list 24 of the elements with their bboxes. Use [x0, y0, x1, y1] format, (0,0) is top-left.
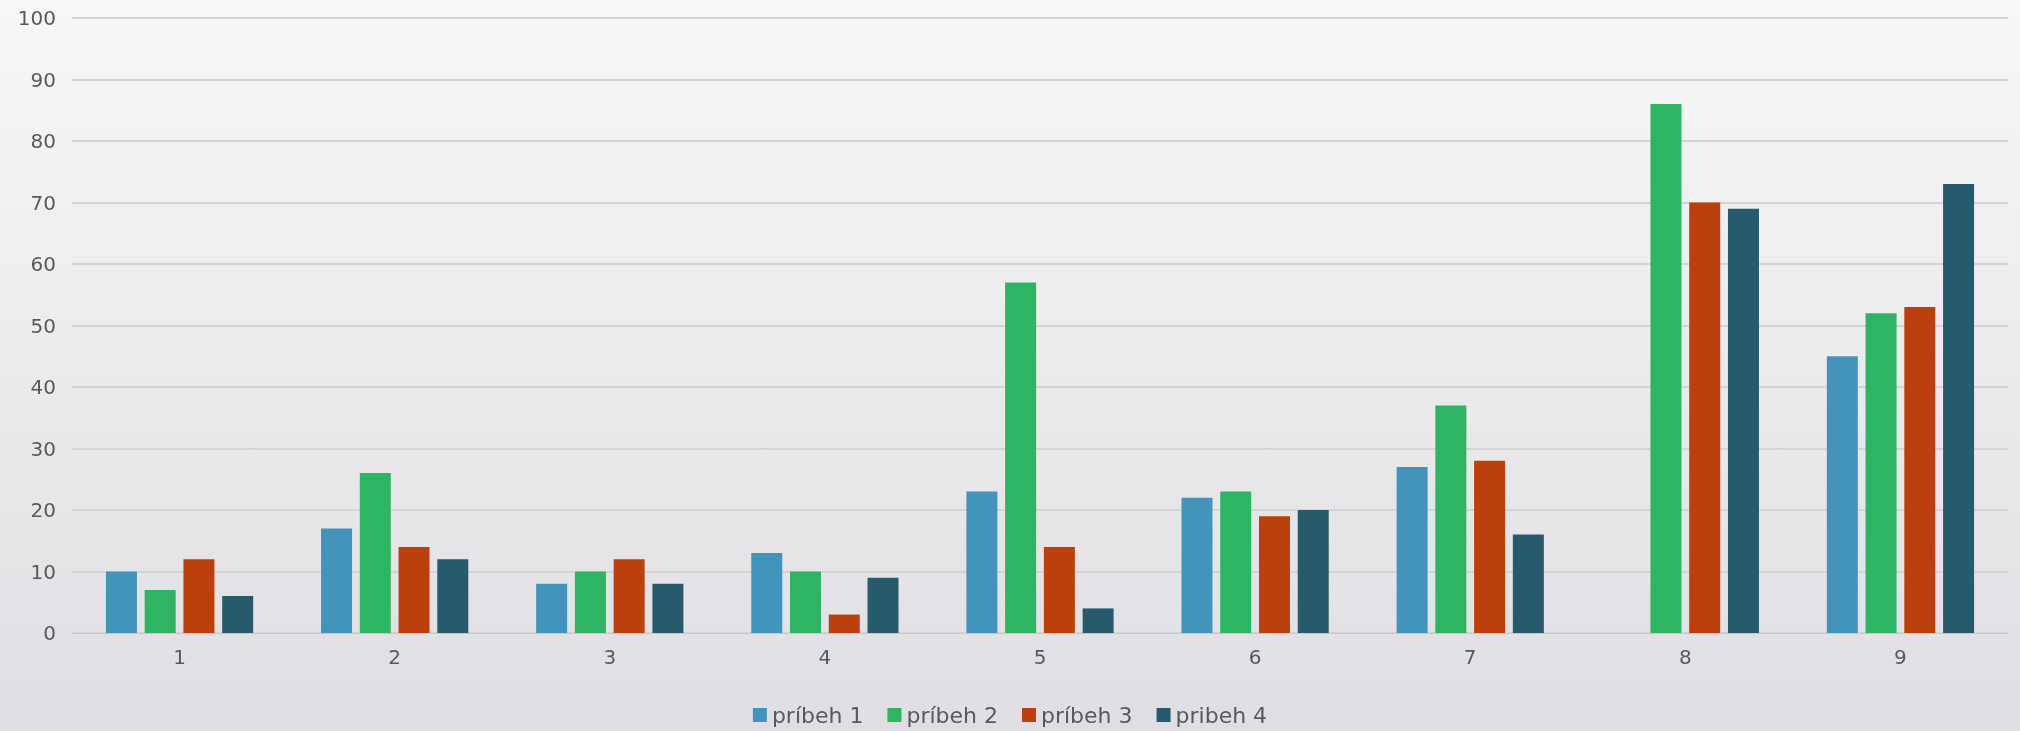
- x-tick-label: 7: [1463, 645, 1477, 669]
- legend-label: príbeh 3: [1041, 702, 1133, 728]
- legend-label: pribeh 4: [1175, 702, 1268, 728]
- y-tick-label: 90: [30, 67, 56, 92]
- y-tick-label: 60: [30, 252, 56, 276]
- x-tick-label: 4: [818, 645, 832, 669]
- x-tick-label: 5: [1033, 645, 1047, 669]
- y-tick-label: 20: [30, 498, 56, 522]
- y-tick-label: 100: [17, 6, 56, 30]
- y-tick-label: 30: [30, 436, 56, 461]
- x-tick-label: 2: [388, 645, 402, 669]
- legend-label: príbeh 2: [906, 702, 999, 728]
- y-tick-label: 40: [30, 375, 56, 399]
- x-tick-label: 6: [1248, 645, 1262, 669]
- x-tick-label: 8: [1678, 645, 1692, 669]
- y-tick-label: 10: [30, 559, 56, 584]
- y-tick-label: 50: [30, 313, 56, 338]
- y-tick-label: 0: [43, 621, 56, 645]
- x-tick-label: 3: [603, 645, 617, 669]
- legend-label: príbeh 1: [771, 702, 864, 728]
- y-tick-label: 70: [30, 190, 56, 215]
- x-tick-label: 1: [173, 645, 186, 669]
- x-tick-label: 9: [1894, 645, 1907, 669]
- y-tick-label: 80: [30, 129, 56, 153]
